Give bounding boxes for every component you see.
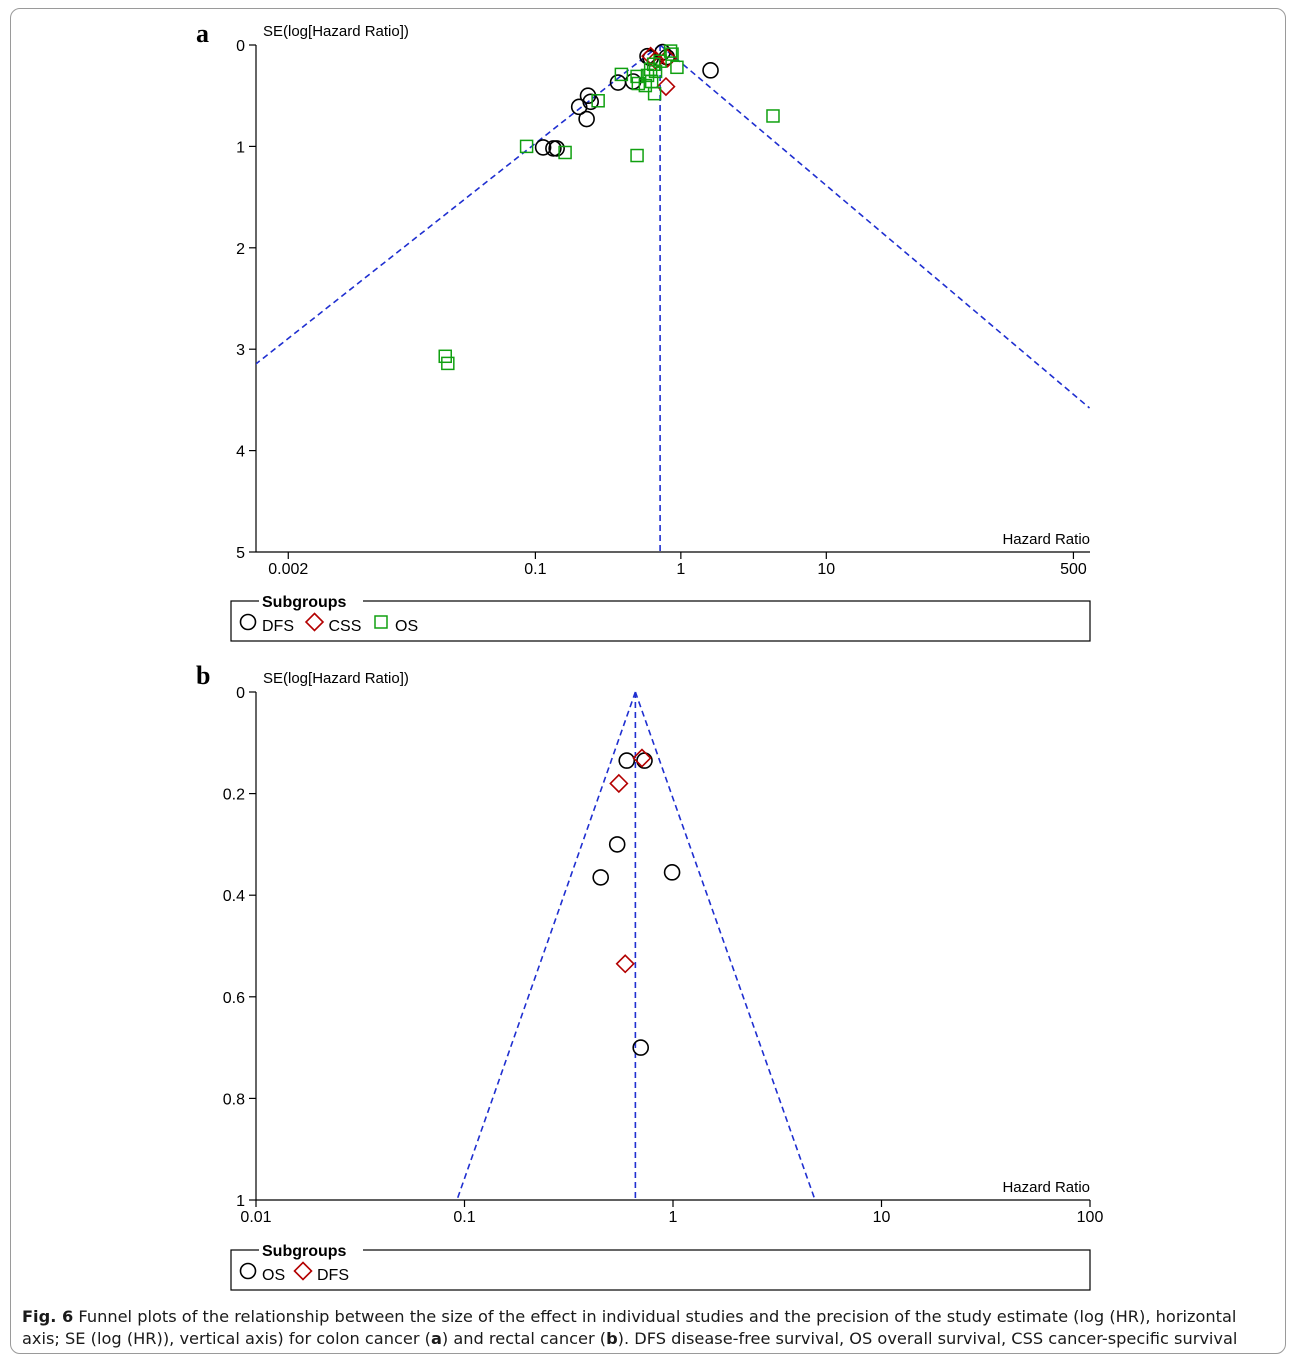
y-tick-label: 3 bbox=[236, 342, 245, 359]
x-tick-label: 1 bbox=[676, 561, 685, 578]
os-point bbox=[441, 356, 455, 371]
os-point bbox=[632, 1039, 650, 1056]
css-point bbox=[656, 76, 676, 97]
series-os bbox=[438, 44, 780, 371]
dfs-point bbox=[609, 773, 629, 794]
y-axis-title: SE(log[Hazard Ratio]) bbox=[263, 670, 409, 687]
y-tick-label: 0 bbox=[236, 38, 245, 55]
legend-title: Subgroups bbox=[262, 1243, 347, 1260]
funnel-plot-b: b00.20.40.60.810.01 0.1 1 10 100SE(log[Hazar… bbox=[196, 661, 1104, 1291]
legend: Subgroups DFS CSS OS bbox=[230, 592, 1091, 642]
funnel-plot-a: a 0 1 2 3 4 5 0.002 0.1 1 10 500 SE(log[Hazard Ratio… bbox=[196, 19, 1091, 642]
os-point bbox=[608, 836, 626, 853]
funnel-limit-line-2 bbox=[634, 691, 816, 1200]
x-tick-label: 1 bbox=[669, 1209, 678, 1226]
dfs-point bbox=[582, 93, 599, 111]
dfs-point bbox=[632, 748, 652, 768]
series-dfs bbox=[609, 748, 652, 974]
x-tick-label: 10 bbox=[873, 1209, 891, 1226]
css-legend-marker bbox=[304, 612, 325, 632]
dfs-point bbox=[702, 62, 719, 79]
plot-area bbox=[256, 43, 1091, 552]
y-tick-label: 0.2 bbox=[223, 787, 245, 804]
panel-label: b bbox=[196, 661, 210, 690]
series-dfs bbox=[534, 43, 719, 157]
os-point bbox=[618, 752, 636, 769]
os-legend-marker bbox=[239, 1262, 257, 1280]
os-point bbox=[614, 67, 629, 82]
dfs-legend-marker bbox=[293, 1261, 313, 1281]
legend-item-dfs: DFS bbox=[262, 618, 294, 635]
legend: Subgroups OS DFS bbox=[230, 1241, 1091, 1291]
legend-item-css: CSS bbox=[329, 618, 362, 635]
funnel-limit-line-2 bbox=[659, 44, 1091, 409]
caption-panel-b: b bbox=[606, 1329, 618, 1348]
os-point bbox=[670, 60, 684, 75]
os-point bbox=[766, 109, 780, 123]
os-point bbox=[636, 752, 653, 769]
os-point bbox=[630, 69, 644, 84]
figure-frame bbox=[10, 8, 1286, 1354]
plot-area bbox=[456, 691, 816, 1200]
legend-item-os: OS bbox=[395, 618, 418, 635]
figure-caption: Fig. 6 Funnel plots of the relationship … bbox=[22, 1306, 1272, 1350]
x-tick-label: 0.1 bbox=[453, 1209, 475, 1226]
legend-box bbox=[230, 600, 1091, 642]
legend-box bbox=[230, 1249, 1091, 1291]
x-tick-label: 100 bbox=[1077, 1209, 1104, 1226]
dfs-point bbox=[615, 954, 635, 974]
x-axis-title: Hazard Ratio bbox=[1002, 531, 1090, 548]
y-tick-label: 1 bbox=[236, 139, 245, 156]
panel-label: a bbox=[196, 19, 209, 48]
caption-panel-a: a bbox=[430, 1329, 442, 1348]
x-tick-label: 0.01 bbox=[240, 1209, 271, 1226]
y-axis-title: SE(log[Hazard Ratio]) bbox=[263, 23, 409, 40]
os-point bbox=[648, 64, 663, 79]
os-point bbox=[630, 148, 644, 163]
y-tick-label: 0.4 bbox=[223, 888, 245, 905]
os-point bbox=[638, 78, 653, 93]
legend-title: Subgroups bbox=[262, 594, 347, 611]
y-tick-label: 0.6 bbox=[223, 990, 245, 1007]
caption-text-3: ). DFS disease-free survival, OS overall… bbox=[617, 1329, 1238, 1348]
os-point bbox=[438, 349, 452, 364]
y-tick-label: 1 bbox=[236, 1193, 245, 1210]
y-tick-label: 5 bbox=[236, 545, 245, 562]
os-point bbox=[592, 869, 609, 886]
y-tick-label: 2 bbox=[236, 241, 245, 258]
caption-text-2: ) and rectal cancer ( bbox=[441, 1329, 607, 1348]
x-tick-label: 0.1 bbox=[524, 561, 546, 578]
x-tick-label: 500 bbox=[1060, 561, 1087, 578]
os-point bbox=[665, 47, 679, 61]
funnel-limit-line-1 bbox=[456, 691, 637, 1200]
os-point bbox=[631, 76, 646, 91]
dfs-point bbox=[578, 110, 595, 128]
y-tick-label: 0 bbox=[236, 685, 245, 702]
dfs-point bbox=[570, 98, 588, 116]
os-point bbox=[558, 145, 572, 160]
os-point bbox=[663, 864, 681, 881]
funnel-limit-line-1 bbox=[256, 44, 661, 365]
legend-item-dfs: DFS bbox=[317, 1267, 349, 1284]
dfs-point bbox=[534, 139, 552, 156]
series-os bbox=[592, 752, 681, 1056]
os-point bbox=[519, 139, 534, 154]
dfs-point bbox=[548, 140, 565, 157]
caption-text-1: Funnel plots of the relationship between… bbox=[22, 1307, 1237, 1348]
y-tick-label: 4 bbox=[236, 444, 245, 461]
x-axis-title: Hazard Ratio bbox=[1002, 1179, 1090, 1196]
os-point bbox=[591, 94, 605, 108]
caption-fig-label: Fig. 6 bbox=[22, 1307, 74, 1326]
y-tick-label: 0.8 bbox=[223, 1091, 245, 1108]
x-tick-label: 10 bbox=[817, 561, 835, 578]
dfs-legend-marker bbox=[239, 613, 257, 631]
os-legend-marker bbox=[374, 615, 388, 629]
os-point bbox=[663, 44, 678, 58]
os-point bbox=[647, 86, 662, 101]
legend-item-os: OS bbox=[262, 1267, 285, 1284]
css-point bbox=[645, 50, 666, 70]
x-tick-label: 0.002 bbox=[268, 561, 308, 578]
